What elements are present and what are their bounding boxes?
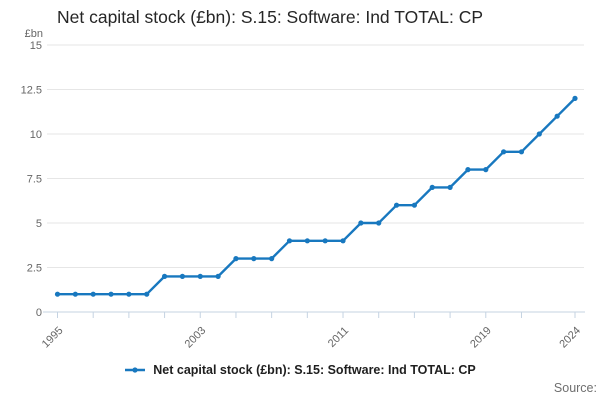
- data-point[interactable]: [126, 291, 132, 297]
- data-point[interactable]: [322, 238, 328, 244]
- series-line: [56, 97, 577, 296]
- y-tick-label: 0: [36, 307, 42, 319]
- data-point[interactable]: [411, 202, 417, 208]
- source-label: Source:: [553, 381, 597, 395]
- data-point[interactable]: [536, 131, 542, 137]
- chart-title: Net capital stock (£bn): S.15: Software:…: [57, 7, 484, 27]
- x-tick-label: 1995: [40, 325, 66, 351]
- data-point[interactable]: [251, 256, 257, 262]
- data-point[interactable]: [144, 291, 150, 297]
- data-point[interactable]: [340, 238, 346, 244]
- x-tick-label: 2011: [326, 325, 351, 350]
- data-point[interactable]: [572, 95, 578, 101]
- data-point[interactable]: [72, 291, 78, 297]
- legend-label: Net capital stock (£bn): S.15: Software:…: [153, 363, 476, 377]
- y-tick-label: 10: [30, 129, 42, 141]
- y-tick-label: 12.5: [21, 85, 42, 97]
- data-point[interactable]: [447, 184, 453, 190]
- data-point[interactable]: [269, 256, 275, 262]
- y-tick-label: 5: [36, 218, 42, 230]
- data-point[interactable]: [90, 291, 96, 297]
- y-axis-unit-label: £bn: [24, 28, 43, 40]
- data-point[interactable]: [358, 220, 364, 226]
- data-point[interactable]: [518, 149, 525, 155]
- data-point[interactable]: [304, 238, 310, 244]
- data-point[interactable]: [376, 220, 382, 226]
- data-point[interactable]: [233, 256, 239, 262]
- data-point[interactable]: [215, 273, 221, 279]
- data-point[interactable]: [554, 113, 560, 119]
- data-point[interactable]: [108, 291, 114, 297]
- data-point[interactable]: [465, 167, 471, 173]
- data-point[interactable]: [483, 167, 489, 173]
- data-point[interactable]: [501, 149, 507, 155]
- y-tick-label: 2.5: [27, 263, 42, 275]
- legend[interactable]: Net capital stock (£bn): S.15: Software:…: [0, 363, 600, 377]
- data-point[interactable]: [393, 202, 400, 208]
- x-tick-label: 2003: [183, 325, 209, 351]
- data-point[interactable]: [54, 291, 61, 297]
- x-tick-label: 2019: [468, 325, 494, 351]
- x-tick-label: 2024: [557, 325, 583, 351]
- data-point[interactable]: [197, 273, 203, 279]
- y-tick-label: 15: [30, 40, 42, 52]
- data-point[interactable]: [286, 238, 293, 244]
- legend-marker-icon: [125, 367, 146, 373]
- y-tick-label: 7.5: [27, 174, 42, 186]
- data-point[interactable]: [161, 273, 168, 279]
- data-point[interactable]: [179, 273, 186, 279]
- data-point[interactable]: [429, 184, 435, 190]
